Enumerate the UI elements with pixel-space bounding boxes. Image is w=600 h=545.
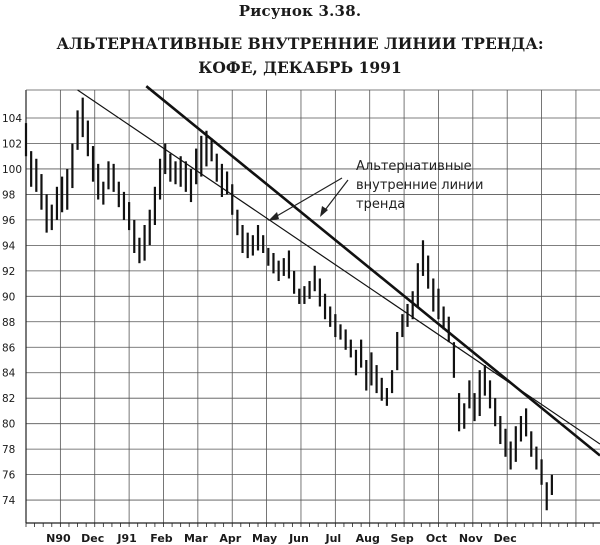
x-tick-label: May: [252, 532, 277, 545]
y-tick-label: 90: [2, 291, 15, 303]
annotation-text-line-2: внутренние линии: [356, 178, 483, 193]
y-tick-label: 82: [2, 393, 15, 405]
annotation-arrow-right: [321, 179, 349, 215]
chart-title-line-2: КОФЕ, ДЕКАБРЬ 1991: [198, 58, 402, 77]
y-tick-label: 78: [2, 444, 15, 456]
y-tick-label: 74: [2, 495, 16, 507]
x-tick-label: Dec: [81, 532, 104, 545]
x-tick-label: Nov: [459, 532, 484, 545]
annotation-text-line-1: Альтернативные: [356, 159, 472, 174]
figure-caption: Рисунок 3.38.: [238, 2, 362, 20]
x-tick-label: Apr: [219, 532, 241, 545]
x-tick-label: Sep: [390, 532, 413, 545]
annotation-text-line-3: тренда: [356, 197, 405, 212]
trend-line-thick: [145, 85, 600, 457]
x-axis-ticks: N90 Dec J91 Feb Mar Apr May Jun Jul Aug Sep Oct Nov D…: [46, 532, 517, 545]
y-tick-label: 76: [2, 470, 16, 482]
x-tick-label: Oct: [426, 532, 447, 545]
annotation-group: Альтернативные внутренние линии тренда: [268, 159, 483, 221]
y-tick-label: 80: [2, 419, 15, 431]
y-tick-label: 100: [2, 164, 22, 176]
chart-title-line-1: АЛЬТЕРНАТИВНЫЕ ВНУТРЕННИЕ ЛИНИИ ТРЕНДА:: [56, 34, 544, 53]
trend-line-thin: [77, 89, 600, 445]
y-tick-label: 92: [2, 266, 15, 278]
x-tick-label: N90: [46, 532, 71, 545]
annotation-arrow-left: [269, 177, 343, 221]
y-tick-label: 84: [2, 368, 16, 380]
y-tick-label: 88: [2, 317, 15, 329]
x-tick-label: Aug: [356, 532, 380, 545]
x-tick-label: Feb: [150, 532, 173, 545]
y-tick-label: 102: [2, 138, 22, 150]
x-tick-label: J91: [116, 532, 136, 545]
annotation-arrowhead-right: [320, 206, 328, 217]
price-bars: [24, 97, 553, 511]
y-tick-label: 98: [2, 189, 15, 201]
trend-lines: [77, 85, 600, 457]
y-tick-label: 94: [2, 240, 16, 252]
x-tick-label: Jul: [324, 532, 341, 545]
x-tick-label: Jun: [288, 532, 309, 545]
annotation-arrowhead-left: [268, 212, 279, 221]
y-axis-ticks: 74 76 78 80 82 84 86 88 90 92 94 96 98 100 102 104: [2, 113, 22, 507]
x-tick-label: Dec: [494, 532, 517, 545]
y-tick-label: 104: [2, 113, 22, 125]
y-tick-label: 96: [2, 215, 16, 227]
chart-grid: [25, 89, 600, 527]
x-tick-label: Mar: [184, 532, 208, 545]
y-tick-label: 86: [2, 342, 16, 354]
